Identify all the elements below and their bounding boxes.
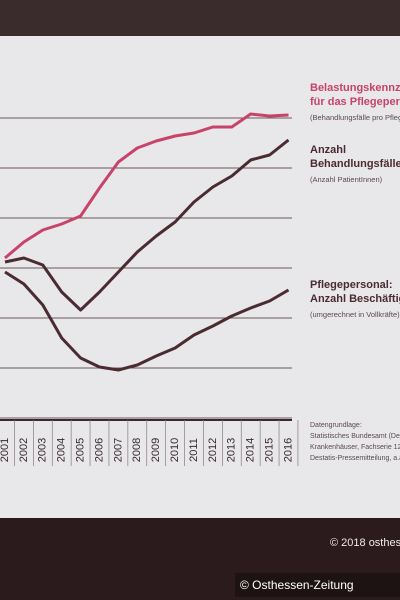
series-label: Behandlungsfälle bbox=[310, 158, 400, 170]
top-wall bbox=[0, 0, 400, 38]
x-tick-label: 2009 bbox=[150, 438, 162, 462]
series-label: Anzahl bbox=[310, 144, 346, 156]
series-note: (Anzahl PatientInnen) bbox=[310, 175, 383, 184]
source-note: Datengrundlage: bbox=[310, 422, 362, 429]
data-line bbox=[4, 112, 289, 260]
watermark: © 2018 osthessen-news.de bbox=[330, 537, 400, 549]
series-label: Belastungskennzahl bbox=[310, 82, 400, 94]
source-note: Krankenhäuser, Fachserie 12 Reihe 6.1.1 bbox=[310, 444, 400, 451]
x-tick-label: 2012 bbox=[207, 438, 219, 462]
x-tick-label: 2005 bbox=[75, 438, 87, 462]
x-tick-label: 2006 bbox=[93, 438, 105, 462]
x-tick-label: 2003 bbox=[37, 438, 49, 462]
series-note: (Behandlungsfälle pro Pflegekraft) bbox=[310, 113, 400, 122]
series-note: (umgerechnet in Vollkräfte) bbox=[310, 310, 400, 319]
series-label: Anzahl Beschäftigte bbox=[310, 293, 400, 305]
series-label: für das Pflegepersonal bbox=[310, 96, 400, 108]
data-line bbox=[4, 138, 290, 312]
x-tick-label: 2015 bbox=[264, 438, 276, 462]
x-tick-label: 2008 bbox=[131, 438, 143, 462]
source-note: Destatis-Pressemitteilung, a.a.O. bbox=[310, 455, 400, 462]
x-tick-label: 2014 bbox=[245, 438, 257, 462]
x-tick-label: 2007 bbox=[112, 438, 124, 462]
watermark: © Osthessen-Zeitung bbox=[240, 578, 354, 592]
source-note: Statistisches Bundesamt (Destatis) bbox=[310, 433, 400, 440]
series-label: Pflegepersonal: bbox=[310, 279, 393, 291]
watermark-box bbox=[235, 573, 400, 597]
x-tick-label: 2016 bbox=[282, 438, 294, 462]
x-tick-label: 2004 bbox=[56, 438, 68, 462]
data-line bbox=[4, 270, 290, 372]
x-tick-label: 2011 bbox=[188, 438, 200, 462]
projection-screen bbox=[0, 36, 400, 518]
x-tick-label: 2013 bbox=[226, 438, 238, 462]
x-tick-label: 2010 bbox=[169, 438, 181, 462]
x-tick-label: 2001 bbox=[0, 438, 11, 462]
x-tick-label: 2002 bbox=[18, 438, 30, 462]
